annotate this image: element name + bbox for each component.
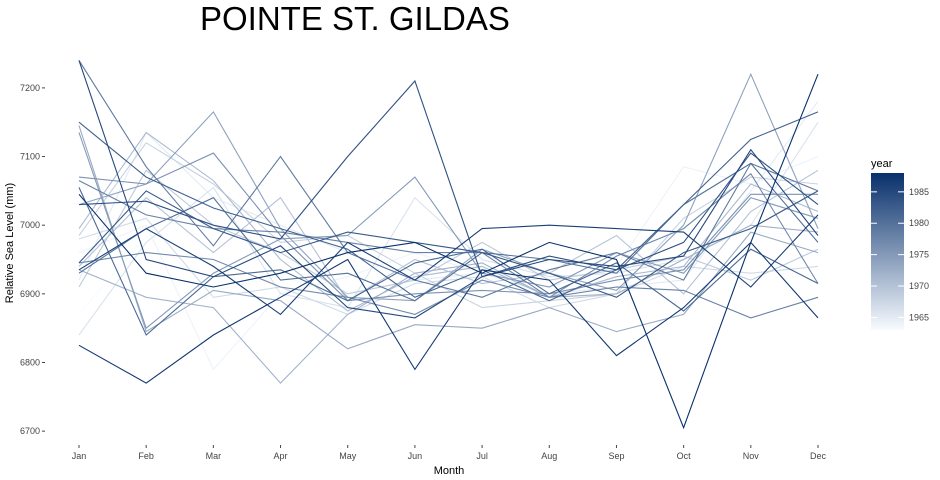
series-line <box>78 131 819 312</box>
y-tick-label: 6700 <box>20 426 40 436</box>
y-tick-label: 6900 <box>20 289 40 299</box>
x-axis-label: Month <box>434 465 465 477</box>
legend-tick-label: 1965 <box>909 312 929 322</box>
legend-tick-label: 1980 <box>909 218 929 228</box>
y-tick-label: 7200 <box>20 83 40 93</box>
series-line <box>78 190 819 298</box>
series-line <box>78 224 819 384</box>
color-legend: year 1965 1970 1975 1980 1985 <box>871 158 929 330</box>
y-axis-label: Relative Sea Level (mm) <box>4 183 16 303</box>
x-tick-label: Sep <box>608 451 624 461</box>
series-line <box>78 217 819 315</box>
series-line <box>78 79 819 278</box>
series-line <box>78 111 819 302</box>
x-tick-label: Jun <box>408 451 423 461</box>
x-tick-label: Mar <box>206 451 222 461</box>
x-tick-label: Jan <box>72 451 87 461</box>
x-tick-label: May <box>339 451 357 461</box>
x-tick-label: Nov <box>743 451 760 461</box>
series-line <box>78 152 818 302</box>
series-line <box>78 72 819 302</box>
series-line <box>78 180 819 319</box>
series-line <box>78 155 819 371</box>
x-tick-label: Jul <box>476 451 488 461</box>
legend-tick-label: 1970 <box>909 281 929 291</box>
y-tick-label: 7100 <box>20 152 40 162</box>
legend-tick-label: 1975 <box>909 250 929 260</box>
x-tick-label: Feb <box>138 451 154 461</box>
series-line <box>78 241 819 384</box>
legend-tick-label: 1985 <box>909 187 929 197</box>
x-tick-label: Apr <box>274 451 288 461</box>
y-tick-label: 7000 <box>20 220 40 230</box>
series-lines <box>78 60 819 430</box>
x-tick-label: Dec <box>810 451 827 461</box>
legend-colorbar <box>871 173 904 330</box>
chart-title: POINTE ST. GILDAS <box>200 0 510 37</box>
legend-ticks: 1965 1970 1975 1980 1985 <box>871 187 929 322</box>
series-line <box>78 214 819 316</box>
legend-title: year <box>871 158 893 170</box>
series-line <box>78 60 819 298</box>
series-line <box>78 187 819 336</box>
series-line <box>78 73 819 430</box>
series-line <box>78 121 819 336</box>
series-line <box>78 60 819 319</box>
y-tick-label: 6800 <box>20 357 40 367</box>
x-tick-label: Oct <box>677 451 692 461</box>
x-axis: Jan Feb Mar Apr May Jun Jul Aug Sep Oct Nov Dec <box>72 445 827 461</box>
y-axis: 6700 6800 6900 7000 7100 7200 <box>20 83 45 436</box>
series-line <box>78 142 819 309</box>
x-tick-label: Aug <box>541 451 557 461</box>
